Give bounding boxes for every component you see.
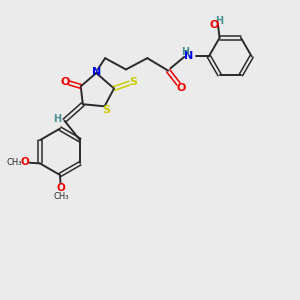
Text: O: O bbox=[176, 83, 186, 93]
Text: O: O bbox=[56, 183, 65, 193]
Text: CH₃: CH₃ bbox=[53, 193, 69, 202]
Text: O: O bbox=[60, 77, 70, 87]
Text: N: N bbox=[92, 67, 101, 77]
Text: H: H bbox=[215, 16, 223, 26]
Text: O: O bbox=[21, 158, 30, 167]
Text: CH₃: CH₃ bbox=[7, 158, 22, 167]
Text: S: S bbox=[102, 106, 110, 116]
Text: H: H bbox=[53, 114, 62, 124]
Text: O: O bbox=[209, 20, 219, 30]
Text: N: N bbox=[184, 51, 194, 61]
Text: H: H bbox=[181, 47, 189, 57]
Text: S: S bbox=[129, 76, 137, 87]
